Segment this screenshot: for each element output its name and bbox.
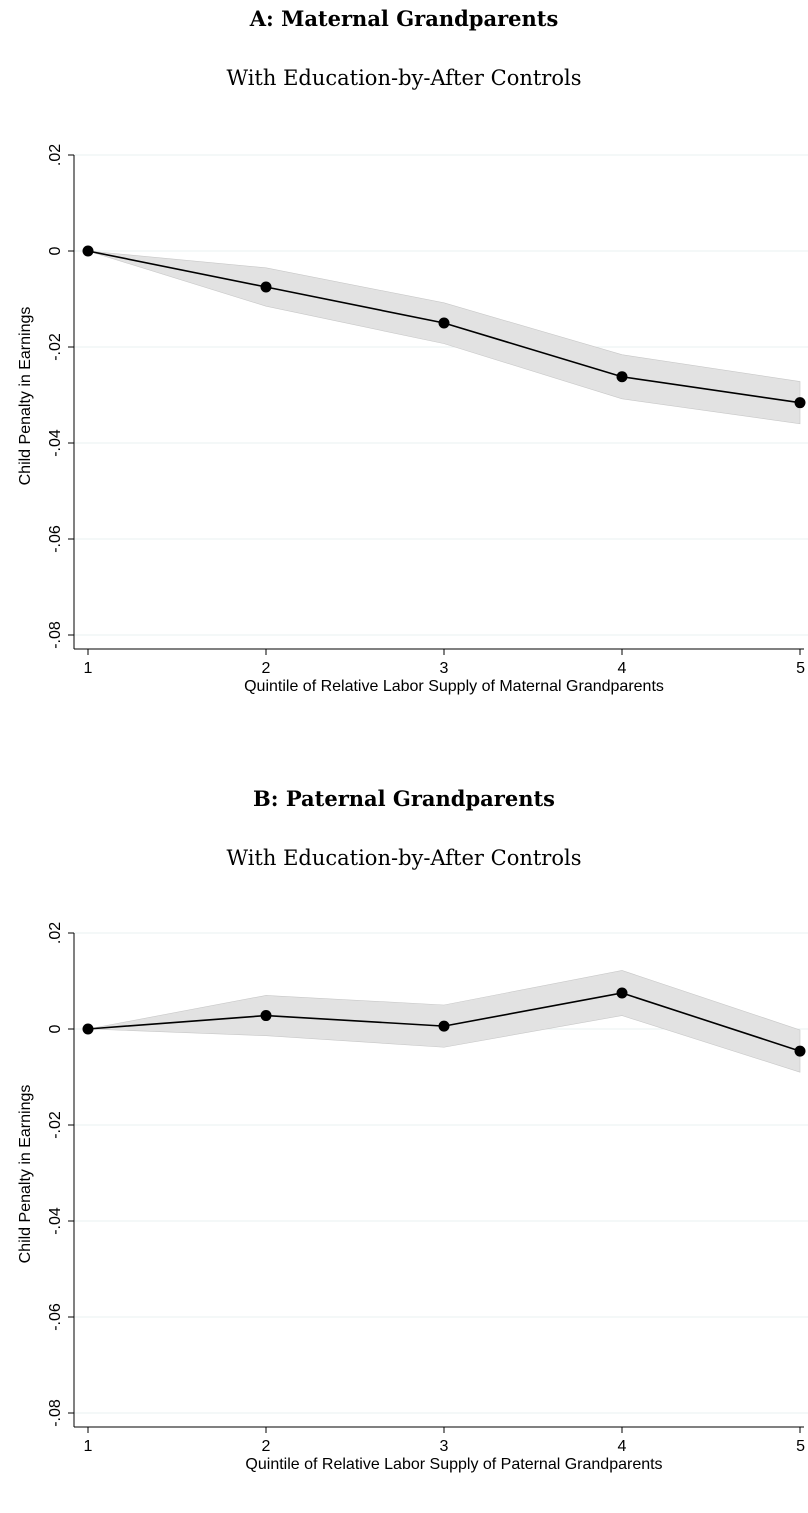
chart-a-title: A: Maternal Grandparents	[249, 6, 559, 31]
chart-b-y-tick-label: -.02	[47, 1111, 64, 1139]
chart-a-y-tick-label: -.06	[47, 525, 64, 553]
chart-b-x-tick-label: 4	[618, 1438, 627, 1455]
chart-b-x-tick-label: 2	[262, 1438, 271, 1455]
chart-b-data-point	[438, 1020, 450, 1032]
chart-a-y-axis-title: Child Penalty in Earnings	[17, 307, 34, 486]
chart-a-y-tick-label: 0	[47, 246, 64, 255]
chart-b-data-point	[794, 1045, 806, 1057]
chart-a-data-point	[260, 281, 272, 293]
chart-a-y-tick-label: -.08	[47, 621, 64, 649]
chart-a-data-point	[82, 245, 94, 257]
chart-a-x-tick-label: 2	[262, 660, 271, 677]
chart-b-data-point	[616, 987, 628, 999]
chart-b-y-tick-label: -.06	[47, 1303, 64, 1331]
chart-a: .02 0 -.02 -.04 -.06 -.08 1 2 3 4 5 Quintile of Rel…	[17, 144, 808, 695]
chart-b-y-tick-label: 0	[47, 1024, 64, 1033]
chart-a-data-point	[794, 397, 806, 409]
chart-b-y-tick-label: -.04	[47, 1207, 64, 1235]
chart-b-data-point	[260, 1010, 272, 1022]
chart-b-x-axis-title: Quintile of Relative Labor Supply of Pat…	[245, 1456, 662, 1473]
chart-b-y-axis-title: Child Penalty in Earnings	[17, 1085, 34, 1264]
chart-a-data-point	[616, 371, 628, 383]
chart-b-data-point	[82, 1023, 94, 1035]
chart-a-x-tick-label: 4	[618, 660, 627, 677]
chart-a-data-point	[438, 317, 450, 329]
chart-a-x-axis-title: Quintile of Relative Labor Supply of Mat…	[244, 678, 664, 695]
chart-b-x-tick-label: 1	[84, 1438, 93, 1455]
chart-a-x-tick-label: 5	[796, 660, 805, 677]
chart-b-y-tick-label: -.08	[47, 1399, 64, 1427]
chart-a-subtitle: With Education-by-After Controls	[226, 66, 582, 90]
chart-a-y-tick-label: -.02	[47, 333, 64, 361]
chart-b-subtitle: With Education-by-After Controls	[226, 846, 582, 870]
chart-a-x-tick-label: 3	[440, 660, 449, 677]
chart-a-y-tick-label: -.04	[47, 429, 64, 457]
chart-b-title: B: Paternal Grandparents	[253, 786, 555, 811]
chart-b-y-tick-label: .02	[47, 922, 64, 944]
chart-a-x-tick-label: 1	[84, 660, 93, 677]
chart-b-x-tick-label: 5	[796, 1438, 805, 1455]
chart-b-x-tick-label: 3	[440, 1438, 449, 1455]
chart-a-y-tick-label: .02	[47, 144, 64, 166]
